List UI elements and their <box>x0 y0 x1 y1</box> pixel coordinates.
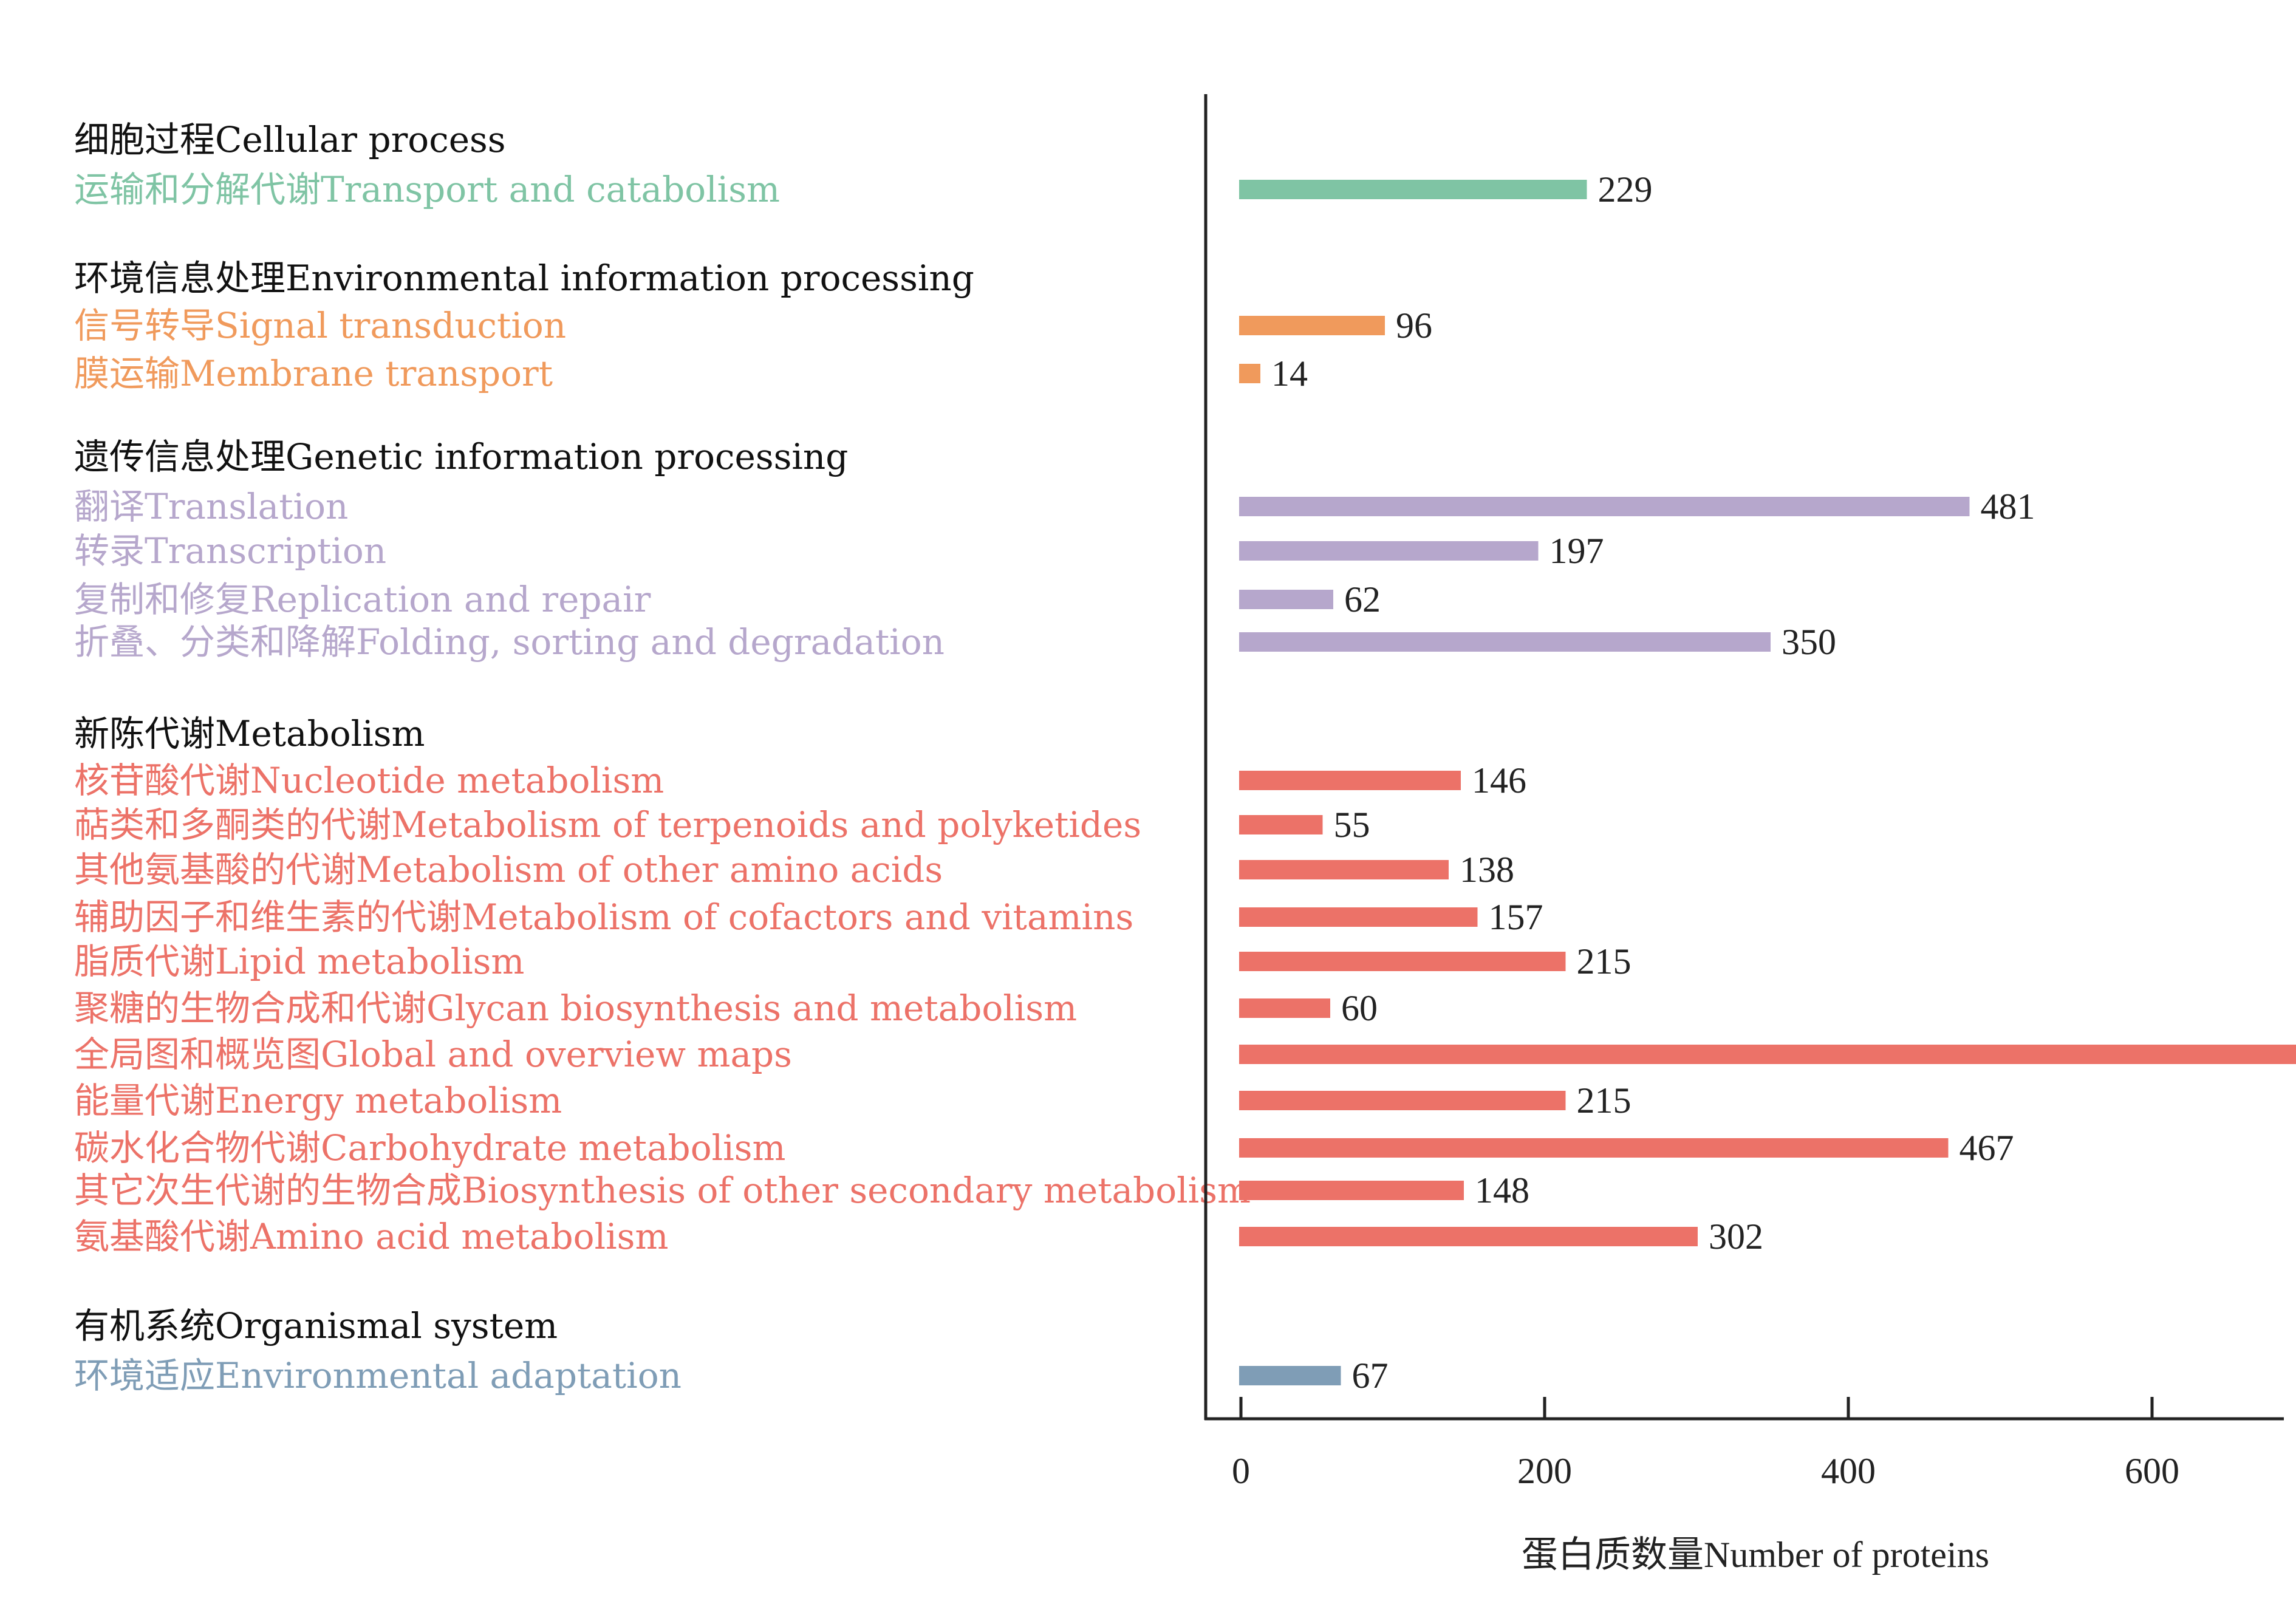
data-label: 350 <box>1782 622 1836 662</box>
axes <box>1204 94 2284 1421</box>
data-label: 157 <box>1489 897 1543 937</box>
category-label: 复制和修复Replication and repair <box>74 579 651 620</box>
value-labels: 22996144811976235014655138157215601 2232… <box>1271 169 2035 1396</box>
category-label: 碳水化合物代谢Carbohydrate metabolism <box>74 1127 785 1169</box>
data-label: 60 <box>1341 988 1378 1028</box>
category-label: 翻译Translation <box>74 486 348 527</box>
bar <box>1239 316 1385 335</box>
category-label: 脂质代谢Lipid metabolism <box>74 941 524 982</box>
bar <box>1239 180 1587 199</box>
bar <box>1239 771 1461 790</box>
category-label: 信号转导Signal transduction <box>74 305 566 346</box>
group-label: 环境信息处理Environmental information processi… <box>74 258 974 299</box>
data-label: 96 <box>1396 305 1432 346</box>
data-label: 467 <box>1959 1128 2014 1168</box>
data-label: 138 <box>1460 850 1514 890</box>
category-label: 辅助因子和维生素的代谢Metabolism of cofactors and v… <box>74 896 1133 938</box>
category-label: 折叠、分类和降解Folding, sorting and degradation <box>74 621 945 663</box>
x-tick-label: 200 <box>1517 1451 1572 1491</box>
bar <box>1239 590 1333 609</box>
category-label: 聚糖的生物合成和代谢Glycan biosynthesis and metabo… <box>74 988 1077 1029</box>
category-label: 其它次生代谢的生物合成Biosynthesis of other seconda… <box>74 1170 1251 1211</box>
bar <box>1239 907 1478 927</box>
bar <box>1239 998 1330 1018</box>
data-label: 197 <box>1549 531 1604 571</box>
data-label: 55 <box>1334 805 1370 845</box>
bar <box>1239 1366 1341 1385</box>
bar <box>1239 497 1970 516</box>
category-label: 膜运输Membrane transport <box>74 353 553 394</box>
bar <box>1239 860 1449 879</box>
x-tick-label: 0 <box>1232 1451 1250 1491</box>
bars <box>1239 180 2296 1385</box>
bar <box>1239 1181 1464 1200</box>
data-label: 14 <box>1271 353 1308 394</box>
data-label: 148 <box>1475 1170 1529 1210</box>
data-label: 302 <box>1709 1217 1763 1257</box>
bar <box>1239 1138 1949 1158</box>
bar <box>1239 632 1771 652</box>
data-label: 67 <box>1352 1356 1389 1396</box>
data-label: 215 <box>1577 941 1631 981</box>
data-label: 215 <box>1577 1080 1631 1121</box>
bar <box>1239 541 1539 561</box>
x-axis-title: 蛋白质数量Number of proteins <box>1522 1535 1989 1575</box>
category-label: 核苷酸代谢Nucleotide metabolism <box>74 760 664 801</box>
data-label: 146 <box>1472 760 1526 800</box>
data-label: 62 <box>1344 579 1381 619</box>
x-ticks: 02004006008001 0001 200 <box>1232 1397 2179 1491</box>
group-label: 有机系统Organismal system <box>74 1305 558 1346</box>
category-label: 能量代谢Energy metabolism <box>74 1080 562 1121</box>
bar <box>1239 1045 2296 1064</box>
data-label: 481 <box>1981 486 2035 527</box>
category-label: 氨基酸代谢Amino acid metabolism <box>74 1216 668 1257</box>
category-label: 全局图和概览图Global and overview maps <box>74 1034 792 1075</box>
bar <box>1239 1091 1566 1110</box>
bar <box>1239 364 1260 383</box>
bar <box>1239 815 1323 834</box>
x-tick-label: 400 <box>1821 1451 1876 1491</box>
group-label: 细胞过程Cellular process <box>74 119 506 160</box>
data-label: 229 <box>1598 169 1653 210</box>
bar <box>1239 952 1566 971</box>
category-label: 运输和分解代谢Transport and catabolism <box>74 169 780 210</box>
category-label: 转录Transcription <box>74 530 386 572</box>
category-labels: 细胞过程Cellular process 运输和分解代谢Transport and… <box>74 119 1251 1396</box>
group-label: 新陈代谢Metabolism <box>74 713 425 754</box>
category-label: 萜类和多酮类的代谢Metabolism of terpenoids and po… <box>74 804 1141 845</box>
category-label: 其他氨基酸的代谢Metabolism of other amino acids <box>74 849 943 890</box>
x-tick-label: 600 <box>2125 1451 2179 1491</box>
category-label: 环境适应Environmental adaptation <box>74 1355 682 1396</box>
group-label: 遗传信息处理Genetic information processing <box>74 436 848 477</box>
bar <box>1239 1227 1698 1246</box>
